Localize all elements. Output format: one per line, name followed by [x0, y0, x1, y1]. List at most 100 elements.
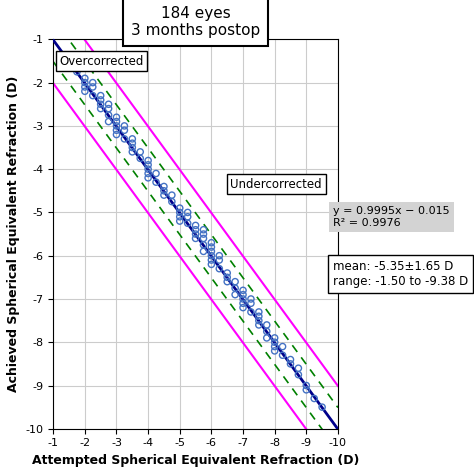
Point: [295, 365, 302, 372]
Point: [247, 295, 255, 303]
Point: [120, 127, 128, 134]
Point: [65, 57, 73, 65]
Point: [152, 170, 160, 177]
Point: [263, 328, 271, 335]
Point: [319, 403, 326, 411]
Point: [200, 226, 207, 234]
Point: [128, 148, 136, 155]
Point: [192, 230, 200, 238]
Point: [247, 308, 255, 316]
Point: [97, 100, 104, 108]
Point: [239, 295, 247, 303]
Point: [247, 300, 255, 307]
Point: [208, 261, 215, 268]
X-axis label: Attempted Spherical Equivalent Refraction (D): Attempted Spherical Equivalent Refractio…: [32, 454, 359, 467]
Point: [208, 239, 215, 246]
Point: [231, 291, 239, 299]
Text: Undercorrected: Undercorrected: [230, 178, 322, 191]
Point: [295, 371, 302, 378]
Point: [137, 155, 144, 162]
Point: [255, 312, 263, 320]
Point: [223, 273, 231, 281]
Point: [192, 226, 200, 234]
Point: [279, 351, 286, 359]
Point: [208, 252, 215, 259]
Point: [73, 57, 81, 65]
Point: [200, 235, 207, 242]
Point: [271, 334, 278, 342]
Point: [105, 111, 112, 119]
Point: [89, 83, 97, 91]
Point: [89, 79, 97, 86]
Point: [216, 256, 223, 264]
Point: [279, 343, 286, 350]
Point: [200, 230, 207, 238]
Point: [184, 209, 191, 216]
Point: [144, 161, 152, 169]
Point: [105, 105, 112, 112]
Point: [271, 343, 278, 350]
Point: [239, 291, 247, 299]
Point: [137, 148, 144, 155]
Point: [216, 265, 223, 273]
Point: [81, 88, 89, 95]
Point: [152, 178, 160, 186]
Point: [81, 74, 89, 82]
Point: [192, 222, 200, 229]
Point: [81, 83, 89, 91]
Point: [128, 144, 136, 151]
Point: [192, 235, 200, 242]
Point: [113, 127, 120, 134]
Point: [97, 92, 104, 100]
Point: [168, 198, 176, 205]
Text: 184 eyes
3 months postop: 184 eyes 3 months postop: [131, 6, 260, 38]
Point: [302, 386, 310, 393]
Point: [113, 113, 120, 121]
Point: [97, 96, 104, 104]
Point: [128, 139, 136, 147]
Point: [120, 135, 128, 143]
Point: [302, 382, 310, 389]
Point: [89, 92, 97, 100]
Text: Overcorrected: Overcorrected: [60, 55, 144, 67]
Point: [287, 356, 294, 364]
Point: [223, 278, 231, 285]
Point: [208, 256, 215, 264]
Point: [97, 105, 104, 112]
Point: [239, 286, 247, 294]
Point: [208, 247, 215, 255]
Point: [263, 334, 271, 342]
Point: [176, 213, 183, 220]
Y-axis label: Achieved Spherical Equivalent Refraction (D): Achieved Spherical Equivalent Refraction…: [7, 76, 20, 392]
Point: [113, 118, 120, 125]
Text: y = 0.9995x − 0.015
R² = 0.9976: y = 0.9995x − 0.015 R² = 0.9976: [333, 206, 450, 228]
Point: [271, 347, 278, 355]
Point: [160, 187, 168, 195]
Point: [176, 209, 183, 216]
Point: [144, 157, 152, 164]
Point: [113, 122, 120, 130]
Point: [81, 79, 89, 86]
Point: [263, 321, 271, 329]
Point: [160, 191, 168, 199]
Point: [231, 284, 239, 292]
Point: [223, 269, 231, 277]
Point: [184, 213, 191, 220]
Point: [105, 118, 112, 125]
Point: [287, 360, 294, 368]
Point: [144, 165, 152, 173]
Point: [160, 182, 168, 190]
Point: [255, 308, 263, 316]
Point: [144, 170, 152, 177]
Point: [310, 395, 318, 402]
Point: [168, 191, 176, 199]
Point: [239, 304, 247, 311]
Point: [255, 317, 263, 324]
Point: [128, 135, 136, 143]
Text: mean: -5.35±1.65 D
range: -1.50 to -9.38 D: mean: -5.35±1.65 D range: -1.50 to -9.38…: [333, 260, 468, 288]
Point: [176, 217, 183, 225]
Point: [120, 122, 128, 130]
Point: [184, 219, 191, 227]
Point: [200, 241, 207, 249]
Point: [271, 338, 278, 346]
